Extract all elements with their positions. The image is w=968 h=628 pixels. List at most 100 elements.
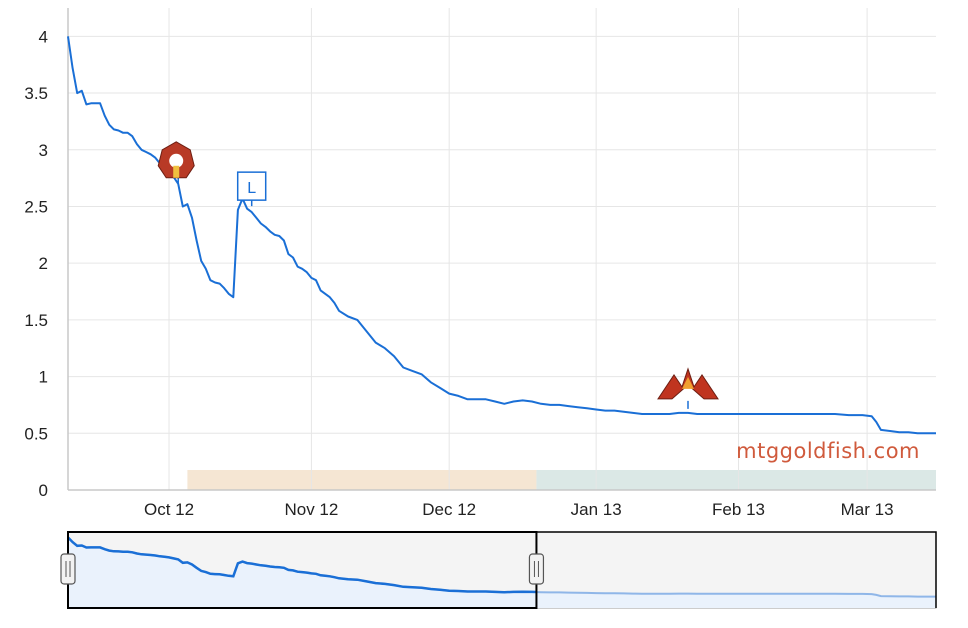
data-point[interactable]	[272, 232, 277, 237]
data-point[interactable]	[254, 215, 259, 220]
data-point[interactable]	[888, 429, 893, 434]
data-point[interactable]	[529, 399, 534, 404]
data-point[interactable]	[75, 91, 80, 96]
data-point[interactable]	[575, 405, 580, 410]
data-point[interactable]	[410, 368, 415, 373]
data-point[interactable]	[819, 412, 824, 417]
data-point[interactable]	[428, 380, 433, 385]
data-point[interactable]	[249, 210, 254, 215]
data-point[interactable]	[277, 233, 282, 238]
data-point[interactable]	[153, 155, 158, 160]
data-point[interactable]	[722, 412, 727, 417]
data-point[interactable]	[79, 88, 84, 93]
data-point[interactable]	[93, 101, 98, 106]
data-point[interactable]	[185, 202, 190, 207]
data-point[interactable]	[401, 365, 406, 370]
data-point[interactable]	[750, 412, 755, 417]
data-point[interactable]	[934, 431, 939, 436]
data-point[interactable]	[121, 130, 126, 135]
data-point[interactable]	[125, 130, 130, 135]
data-point[interactable]	[736, 412, 741, 417]
data-point[interactable]	[190, 215, 195, 220]
data-point[interactable]	[212, 280, 217, 285]
data-point[interactable]	[621, 409, 626, 414]
data-point[interactable]	[300, 266, 305, 271]
data-point[interactable]	[373, 340, 378, 345]
data-point[interactable]	[217, 281, 222, 286]
data-point[interactable]	[139, 147, 144, 152]
data-point[interactable]	[539, 401, 544, 406]
data-point[interactable]	[584, 406, 589, 411]
data-point[interactable]	[180, 204, 185, 209]
data-point[interactable]	[286, 252, 291, 257]
data-point[interactable]	[66, 34, 71, 39]
data-point[interactable]	[493, 399, 498, 404]
data-point[interactable]	[148, 152, 153, 157]
price-series[interactable]	[66, 34, 939, 436]
data-point[interactable]	[346, 314, 351, 319]
data-point[interactable]	[235, 207, 240, 212]
data-point[interactable]	[640, 412, 645, 417]
data-point[interactable]	[805, 412, 810, 417]
data-point[interactable]	[456, 393, 461, 398]
data-point[interactable]	[144, 150, 149, 155]
data-point[interactable]	[594, 407, 599, 412]
data-point[interactable]	[309, 275, 314, 280]
data-point[interactable]	[116, 128, 121, 133]
data-point[interactable]	[88, 101, 93, 106]
data-point[interactable]	[557, 402, 562, 407]
data-point[interactable]	[869, 414, 874, 419]
data-point[interactable]	[612, 408, 617, 413]
data-point[interactable]	[304, 270, 309, 275]
data-point[interactable]	[208, 278, 213, 283]
handle-grip[interactable]	[528, 553, 545, 585]
data-point[interactable]	[314, 278, 319, 283]
data-point[interactable]	[906, 430, 911, 435]
data-point[interactable]	[713, 412, 718, 417]
data-point[interactable]	[566, 404, 571, 409]
data-point[interactable]	[222, 286, 227, 291]
data-point[interactable]	[130, 134, 135, 139]
data-point[interactable]	[520, 398, 525, 403]
data-point[interactable]	[474, 397, 479, 402]
data-point[interactable]	[295, 264, 300, 269]
data-point[interactable]	[832, 412, 837, 417]
data-point[interactable]	[704, 412, 709, 417]
data-point[interactable]	[327, 295, 332, 300]
data-point[interactable]	[199, 258, 204, 263]
data-point[interactable]	[382, 346, 387, 351]
data-point[interactable]	[860, 413, 865, 418]
data-point[interactable]	[483, 397, 488, 402]
data-point[interactable]	[465, 397, 470, 402]
data-point[interactable]	[364, 329, 369, 334]
price-line[interactable]	[67, 36, 936, 435]
data-point[interactable]	[107, 122, 112, 127]
data-point[interactable]	[323, 291, 328, 296]
data-point[interactable]	[291, 255, 296, 260]
navigator-right-handle[interactable]	[528, 553, 545, 585]
data-point[interactable]	[268, 229, 273, 234]
data-point[interactable]	[777, 412, 782, 417]
data-point[interactable]	[878, 427, 883, 432]
data-point[interactable]	[392, 354, 397, 359]
data-point[interactable]	[419, 372, 424, 377]
data-point[interactable]	[676, 410, 681, 415]
data-point[interactable]	[649, 412, 654, 417]
handle-grip[interactable]	[60, 553, 76, 585]
data-point[interactable]	[764, 412, 769, 417]
data-point[interactable]	[318, 288, 323, 293]
data-point[interactable]	[658, 412, 663, 417]
data-point[interactable]	[226, 291, 231, 296]
data-point[interactable]	[502, 401, 507, 406]
data-point[interactable]	[846, 413, 851, 418]
data-point[interactable]	[102, 113, 107, 118]
data-point[interactable]	[695, 412, 700, 417]
data-point[interactable]	[332, 300, 337, 305]
data-point[interactable]	[134, 142, 139, 147]
data-point[interactable]	[548, 402, 553, 407]
data-point[interactable]	[194, 238, 199, 243]
data-point[interactable]	[84, 102, 89, 107]
data-point[interactable]	[915, 431, 920, 436]
data-point[interactable]	[874, 419, 879, 424]
data-point[interactable]	[336, 308, 341, 313]
